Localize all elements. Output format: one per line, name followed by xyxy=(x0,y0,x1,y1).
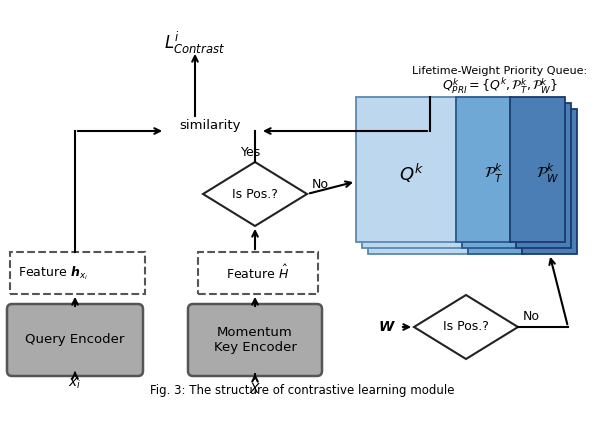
Bar xyxy=(462,103,517,248)
Text: $Q^k$: $Q^k$ xyxy=(399,162,425,185)
Bar xyxy=(10,252,145,294)
Text: No: No xyxy=(312,178,329,190)
Text: Is Pos.?: Is Pos.? xyxy=(443,321,489,333)
Text: Feature $\boldsymbol{h}_{x_i}$: Feature $\boldsymbol{h}_{x_i}$ xyxy=(18,264,88,282)
Text: No: No xyxy=(523,310,540,324)
Text: Momentum
Key Encoder: Momentum Key Encoder xyxy=(214,326,297,354)
Bar xyxy=(522,109,577,254)
Text: Yes: Yes xyxy=(241,146,261,158)
FancyBboxPatch shape xyxy=(7,304,143,376)
Text: $x_i$: $x_i$ xyxy=(68,377,82,391)
Text: $\boldsymbol{W}$: $\boldsymbol{W}$ xyxy=(378,320,396,334)
Bar xyxy=(198,252,318,294)
Polygon shape xyxy=(203,162,307,226)
Text: $\mathcal{P}^k_W$: $\mathcal{P}^k_W$ xyxy=(536,162,559,185)
Text: $L^i_{Contrast}$: $L^i_{Contrast}$ xyxy=(164,30,226,56)
Text: Is Pos.?: Is Pos.? xyxy=(232,187,278,200)
Text: Fig. 3: The structure of contrastive learning module: Fig. 3: The structure of contrastive lea… xyxy=(150,384,454,397)
FancyBboxPatch shape xyxy=(188,304,322,376)
Bar xyxy=(368,109,468,254)
Bar xyxy=(510,97,565,242)
Bar xyxy=(468,109,523,254)
Text: $\mathcal{P}^k_T$: $\mathcal{P}^k_T$ xyxy=(484,162,503,185)
Text: Lifetime-Weight Priority Queue:: Lifetime-Weight Priority Queue: xyxy=(413,66,588,76)
Polygon shape xyxy=(414,295,518,359)
Bar xyxy=(516,103,571,248)
Bar xyxy=(456,97,511,242)
Text: $\hat{X}$: $\hat{X}$ xyxy=(249,377,261,397)
Bar xyxy=(362,103,462,248)
Text: Feature $\hat{H}$: Feature $\hat{H}$ xyxy=(226,264,289,282)
Bar xyxy=(356,97,456,242)
Text: $Q^k_{PRI} = \{Q^k, \mathcal{P}^k_T, \mathcal{P}^k_W\}$: $Q^k_{PRI} = \{Q^k, \mathcal{P}^k_T, \ma… xyxy=(442,76,558,96)
Text: similarity: similarity xyxy=(179,119,241,131)
Text: Query Encoder: Query Encoder xyxy=(25,333,124,347)
